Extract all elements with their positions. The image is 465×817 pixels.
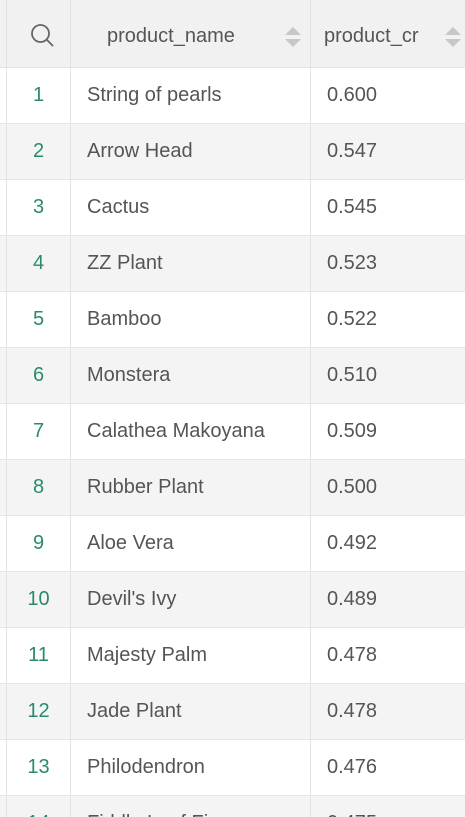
row-index: 2 — [32, 140, 45, 162]
row-index: 5 — [32, 308, 45, 330]
table-row[interactable]: 4 ZZ Plant 0.523 — [0, 236, 465, 292]
table-row[interactable]: 11 Majesty Palm 0.478 — [0, 628, 465, 684]
column-divider — [6, 0, 7, 817]
row-index: 13 — [27, 756, 50, 778]
product-name-cell[interactable]: Fiddle Leaf Fig — [87, 796, 309, 817]
product-cr-cell[interactable]: 0.478 — [327, 700, 378, 722]
product-name-cell[interactable]: Bamboo — [87, 308, 162, 330]
table-row[interactable]: 3 Cactus 0.545 — [0, 180, 465, 236]
table-row[interactable]: 14 Fiddle Leaf Fig 0.475 — [0, 796, 465, 817]
product-cr-cell[interactable]: 0.509 — [327, 420, 378, 442]
table-row[interactable]: 12 Jade Plant 0.478 — [0, 684, 465, 740]
row-index: 10 — [27, 588, 50, 610]
sort-icon[interactable] — [284, 26, 302, 48]
product-name-cell[interactable]: Cactus — [87, 196, 150, 218]
product-cr-cell[interactable]: 0.510 — [327, 364, 378, 386]
product-name-cell[interactable]: Calathea Makoyana — [87, 420, 265, 442]
product-cr-cell[interactable]: 0.492 — [327, 532, 378, 554]
product-name-cell[interactable]: Monstera — [87, 364, 171, 386]
row-index: 6 — [32, 364, 45, 386]
row-index: 7 — [32, 420, 45, 442]
product-cr-cell[interactable]: 0.478 — [327, 644, 378, 666]
row-index: 11 — [28, 644, 49, 666]
product-name-cell[interactable]: Devil's Ivy — [87, 588, 177, 610]
product-cr-cell[interactable]: 0.489 — [327, 588, 378, 610]
table-row[interactable]: 1 String of pearls 0.600 — [0, 68, 465, 124]
grid-header: product_name product_cr — [0, 0, 465, 68]
table-row[interactable]: 9 Aloe Vera 0.492 — [0, 516, 465, 572]
column-header-label: product_cr — [324, 25, 419, 47]
table-row[interactable]: 10 Devil's Ivy 0.489 — [0, 572, 465, 628]
product-cr-cell[interactable]: 0.600 — [327, 84, 378, 106]
column-divider — [310, 0, 311, 817]
search-icon[interactable] — [30, 23, 54, 47]
column-header-product-name[interactable]: product_name — [71, 0, 310, 68]
row-index: 9 — [32, 532, 45, 554]
product-name-cell[interactable]: Majesty Palm — [87, 644, 208, 666]
table-row[interactable]: 2 Arrow Head 0.547 — [0, 124, 465, 180]
product-cr-cell[interactable]: 0.547 — [327, 140, 378, 162]
product-cr-cell[interactable]: 0.522 — [327, 308, 378, 330]
table-row[interactable]: 7 Calathea Makoyana 0.509 — [0, 404, 465, 460]
row-index: 1 — [32, 84, 45, 106]
product-name-cell[interactable]: Arrow Head — [87, 140, 193, 162]
row-index: 14 — [7, 796, 70, 817]
product-name-cell[interactable]: String of pearls — [87, 84, 222, 106]
product-cr-cell[interactable]: 0.523 — [327, 252, 378, 274]
product-name-cell[interactable]: Philodendron — [87, 756, 205, 778]
row-index: 3 — [32, 196, 45, 218]
product-name-cell[interactable]: Jade Plant — [87, 700, 182, 722]
table-row[interactable]: 13 Philodendron 0.476 — [0, 740, 465, 796]
row-index: 8 — [32, 476, 45, 498]
table-row[interactable]: 5 Bamboo 0.522 — [0, 292, 465, 348]
column-divider — [70, 0, 71, 817]
sort-icon[interactable] — [444, 26, 462, 48]
product-cr-cell[interactable]: 0.500 — [327, 476, 378, 498]
product-cr-cell[interactable]: 0.475 — [327, 796, 465, 817]
product-name-cell[interactable]: Rubber Plant — [87, 476, 204, 498]
row-index: 12 — [27, 700, 50, 722]
column-header-label: product_name — [107, 25, 235, 47]
column-header-product-cr[interactable]: product_cr — [311, 0, 465, 68]
search-header-cell[interactable] — [7, 0, 70, 68]
row-index: 4 — [32, 252, 45, 274]
product-name-cell[interactable]: ZZ Plant — [87, 252, 163, 274]
product-name-cell[interactable]: Aloe Vera — [87, 532, 174, 554]
table-row[interactable]: 6 Monstera 0.510 — [0, 348, 465, 404]
grid-body: 1 String of pearls 0.600 2 Arrow Head 0.… — [0, 68, 465, 817]
table-row[interactable]: 8 Rubber Plant 0.500 — [0, 460, 465, 516]
product-cr-cell[interactable]: 0.476 — [327, 756, 378, 778]
product-cr-cell[interactable]: 0.545 — [327, 196, 378, 218]
